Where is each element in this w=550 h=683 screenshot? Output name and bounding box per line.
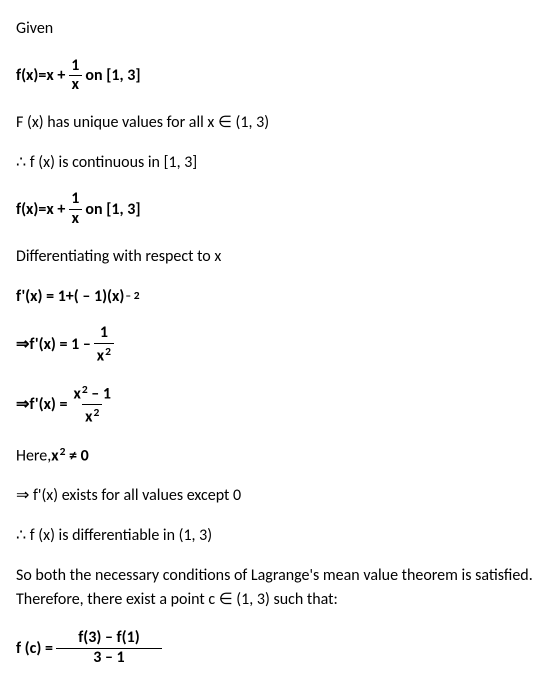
deriv3-fraction: x2 – 1 x2: [70, 383, 114, 426]
fdef2-num: 1: [68, 191, 82, 209]
deriv3-num-b: – 1: [88, 384, 111, 403]
deriv1-exponent: – 2: [125, 289, 139, 305]
final-equation: f (c) = f(3) – f(1) 3 – 1: [16, 630, 534, 667]
fdef2-eq: =: [38, 199, 46, 221]
final-den: 3 – 1: [56, 648, 162, 667]
deriv2-lhs: f'(x) = 1 –: [29, 334, 90, 356]
fdef2-rhs-a: x +: [46, 199, 65, 221]
deriv3-den-exp: 2: [94, 406, 100, 420]
deriv3-num: x2 – 1: [70, 383, 114, 404]
final-lhs: f (c) =: [16, 638, 53, 660]
here-x: x: [51, 447, 58, 466]
deriv3-lhs: f'(x) =: [29, 394, 67, 416]
fdef1-lhs: f(x): [16, 65, 38, 87]
here-line: Here,x2 ≠ 0: [16, 444, 534, 467]
deriv2-fraction: 1 x2: [94, 325, 114, 365]
continuous-line: ∴ f (x) is continuous in [1, 3]: [16, 152, 534, 174]
fdef1-num: 1: [68, 58, 82, 76]
deriv3-den: x2: [82, 404, 102, 426]
function-definition-1: f(x) = x + 1 x on [1, 3]: [16, 58, 534, 95]
deriv2-den-base: x: [97, 346, 104, 365]
fdef1-suffix: on [1, 3]: [85, 65, 140, 87]
derivative-step-3: ⇒ f'(x) = x2 – 1 x2: [16, 383, 534, 426]
fdef1-fraction: 1 x: [68, 58, 82, 95]
derivative-step-1: f'(x) = 1+( – 1)(x) – 2: [16, 286, 534, 308]
fdef2-fraction: 1 x: [68, 191, 82, 228]
exists-line: ⇒ f'(x) exists for all values except 0: [16, 485, 534, 507]
deriv2-den-exp: 2: [105, 345, 111, 359]
deriv3-den-base: x: [85, 408, 92, 427]
derivative-step-2: ⇒ f'(x) = 1 – 1 x2: [16, 325, 534, 365]
fdef1-eq: =: [38, 65, 46, 87]
deriv2-num: 1: [97, 325, 111, 343]
fdef2-suffix: on [1, 3]: [85, 199, 140, 221]
deriv2-den: x2: [94, 343, 114, 365]
final-num: f(3) – f(1): [56, 630, 162, 648]
fdef1-rhs-a: x +: [46, 65, 65, 87]
here-label: Here,: [16, 447, 51, 466]
deriv3-arrow: ⇒: [16, 394, 29, 416]
fdef2-den: x: [69, 209, 82, 228]
fdef1-den: x: [69, 75, 82, 94]
given-label: Given: [16, 18, 534, 40]
here-exp: 2: [60, 445, 66, 459]
conclusion-line: So both the necessary conditions of Lagr…: [16, 564, 534, 612]
unique-values-line: F (x) has unique values for all x ∈ (1, …: [16, 112, 534, 134]
differentiable-line: ∴ f (x) is differentiable in (1, 3): [16, 525, 534, 547]
deriv1-body: f'(x) = 1+( – 1)(x): [16, 286, 124, 308]
function-definition-2: f(x) = x + 1 x on [1, 3]: [16, 191, 534, 228]
deriv3-num-a: x: [73, 384, 80, 403]
fdef2-lhs: f(x): [16, 199, 38, 221]
final-fraction: f(3) – f(1) 3 – 1: [56, 630, 162, 667]
deriv2-arrow: ⇒: [16, 334, 29, 356]
here-rest: ≠ 0: [65, 447, 88, 466]
differentiating-line: Differentiating with respect to x: [16, 246, 534, 268]
deriv3-num-exp: 2: [82, 383, 88, 397]
